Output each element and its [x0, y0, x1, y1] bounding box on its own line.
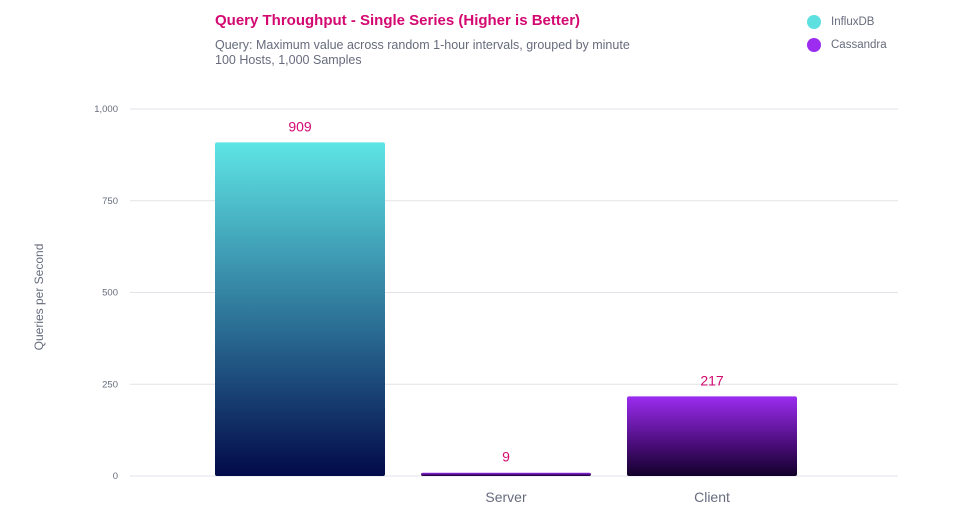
chart-legend: InfluxDB Cassandra [807, 14, 887, 60]
y-tick-label-0: 0 [113, 471, 118, 482]
y-tick-label-2: 500 [102, 288, 118, 299]
bar-layer [215, 142, 797, 476]
label-layer: 909 9 217 Server Client [288, 118, 730, 505]
y-tick-label-1: 250 [102, 379, 118, 390]
bar-cassandra-1[interactable] [421, 472, 591, 476]
chart-title: Query Throughput - Single Series (Higher… [215, 12, 581, 29]
legend-swatch-cassandra [807, 38, 821, 52]
bar-value-label-1: 9 [502, 449, 510, 465]
legend-item-influxdb[interactable]: InfluxDB [807, 14, 887, 30]
chart-subtitle: Query: Maximum value across random 1-hou… [215, 38, 630, 68]
y-tick-label-3: 750 [102, 196, 118, 207]
y-tick-label-4: 1,000 [94, 104, 118, 115]
x-category-label-server: Server [485, 489, 527, 505]
bar-cassandra-2[interactable] [627, 396, 797, 476]
bar-value-label-0: 909 [288, 118, 312, 134]
legend-label-influxdb: InfluxDB [831, 16, 875, 28]
bar-value-label-2: 217 [700, 372, 724, 388]
bar-influxdb-0[interactable] [215, 142, 385, 476]
legend-label-cassandra: Cassandra [831, 39, 887, 51]
y-axis-title: Queries per Second [32, 244, 46, 351]
legend-swatch-influxdb [807, 15, 821, 29]
subtitle-line-1: Query: Maximum value across random 1-hou… [215, 38, 630, 52]
legend-item-cassandra[interactable]: Cassandra [807, 37, 887, 53]
x-category-label-client: Client [694, 489, 730, 505]
subtitle-line-2: 100 Hosts, 1,000 Samples [215, 53, 362, 67]
